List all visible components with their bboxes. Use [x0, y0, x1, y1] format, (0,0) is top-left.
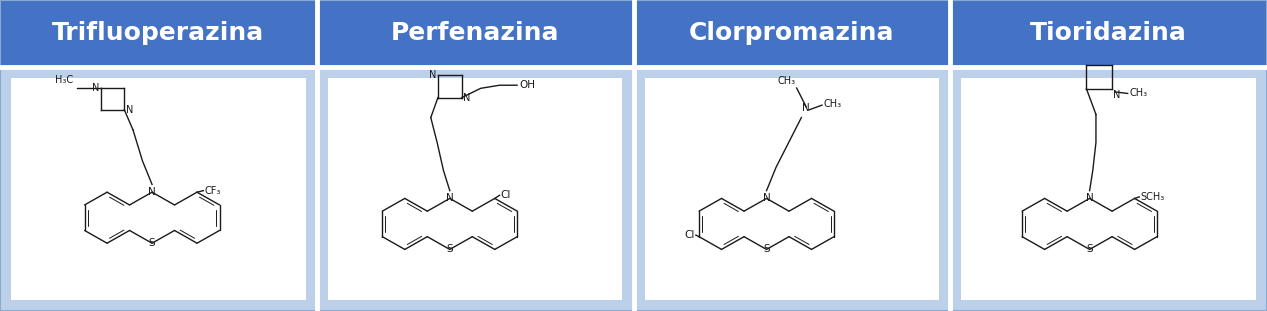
Text: N: N — [125, 105, 133, 115]
Text: OH: OH — [519, 80, 536, 90]
Text: CH₃: CH₃ — [778, 77, 796, 86]
Text: SCH₃: SCH₃ — [1140, 192, 1164, 202]
Text: N: N — [91, 83, 99, 93]
Text: S: S — [763, 244, 770, 254]
Bar — [317, 0, 634, 67]
Text: N: N — [430, 70, 436, 80]
Text: CF₃: CF₃ — [205, 186, 222, 196]
Text: N: N — [446, 193, 454, 203]
Text: Tioridazina: Tioridazina — [1030, 21, 1187, 45]
Text: Clorpromazina: Clorpromazina — [689, 21, 895, 45]
Text: Trifluoperazina: Trifluoperazina — [52, 21, 265, 45]
Text: N: N — [464, 93, 470, 103]
Text: CH₃: CH₃ — [824, 99, 841, 109]
Bar — [328, 78, 622, 300]
Text: H₃C: H₃C — [54, 75, 72, 85]
Text: Cl: Cl — [684, 230, 694, 240]
Text: N: N — [1086, 193, 1093, 203]
Text: Cl: Cl — [500, 190, 511, 200]
Bar — [0, 67, 1267, 311]
Text: S: S — [446, 244, 454, 254]
Bar — [11, 78, 305, 300]
Text: N: N — [763, 193, 770, 203]
Text: CH₃: CH₃ — [1129, 88, 1148, 99]
Text: N: N — [148, 187, 156, 197]
Text: N: N — [1114, 90, 1121, 100]
Bar — [962, 78, 1256, 300]
Bar — [950, 0, 1267, 67]
Text: S: S — [148, 238, 156, 248]
Text: N: N — [802, 103, 810, 113]
Bar — [634, 0, 950, 67]
Bar — [0, 0, 317, 67]
Text: S: S — [1086, 244, 1093, 254]
Bar — [645, 78, 939, 300]
Text: Perfenazina: Perfenazina — [392, 21, 559, 45]
